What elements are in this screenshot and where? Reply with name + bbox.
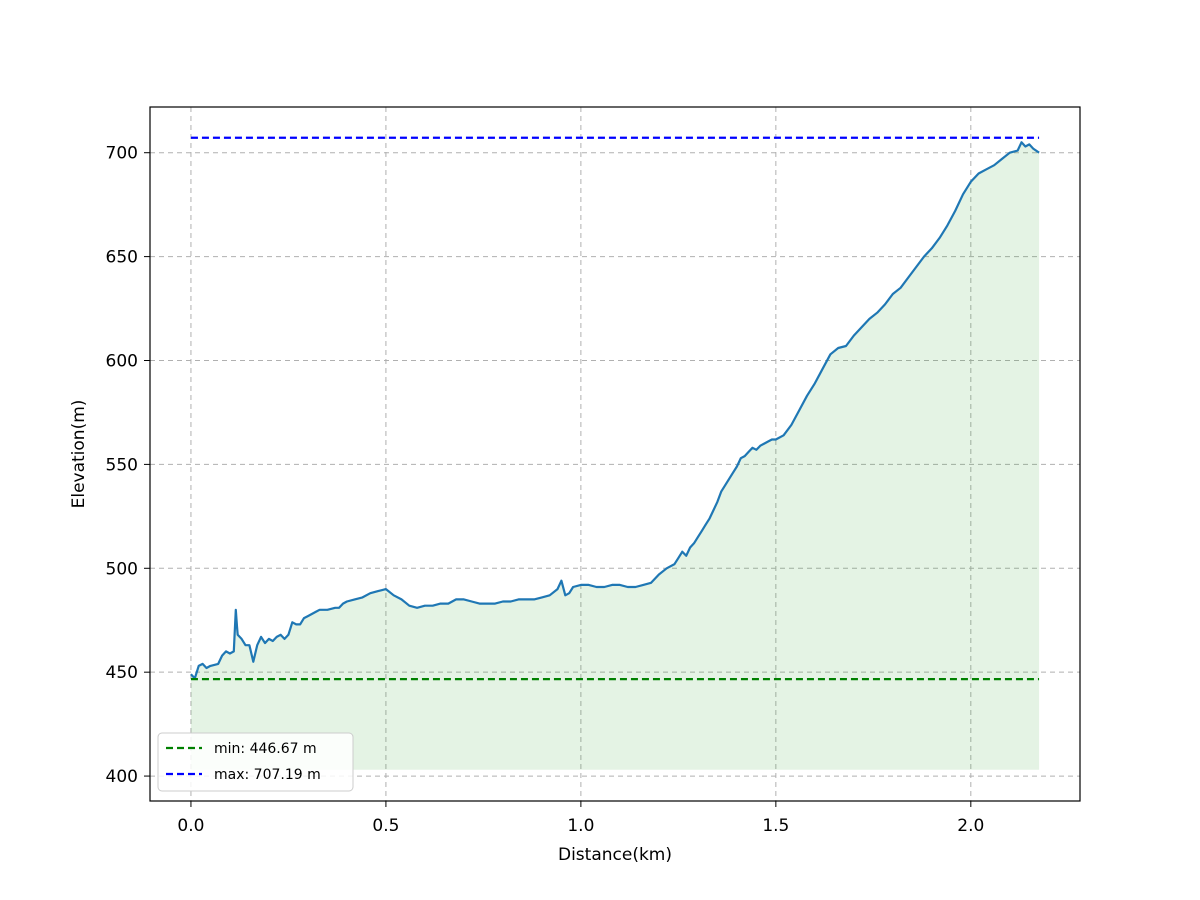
reference-lines — [190, 136, 1040, 681]
legend-min-label: min: 446.67 m — [214, 741, 317, 757]
y-tick-label: 600 — [106, 351, 138, 371]
y-tick-label: 400 — [106, 767, 138, 787]
legend: min: 446.67 m max: 707.19 m — [157, 732, 354, 792]
x-tick-label: 2.0 — [957, 816, 984, 836]
fill-layer — [190, 142, 1040, 770]
plot-frame — [149, 106, 1081, 802]
legend-box — [157, 732, 354, 792]
x-axis-label: Distance(km) — [558, 845, 672, 865]
y-tick-label: 450 — [106, 663, 138, 683]
legend-max-label: max: 707.19 m — [214, 767, 321, 783]
x-tick-label: 0.0 — [177, 816, 204, 836]
tick-layer: 0.0 0.5 1.0 1.5 2.0 400 450 500 550 600 650 700 — [106, 144, 985, 836]
x-tick-label: 1.0 — [567, 816, 594, 836]
x-tick-label: 0.5 — [372, 816, 399, 836]
y-axis-label: Elevation(m) — [69, 400, 89, 509]
line-layer — [190, 141, 1040, 680]
elevation-area-fill — [190, 142, 1040, 770]
x-tick-label: 1.5 — [762, 816, 789, 836]
y-tick-label: 500 — [106, 559, 138, 579]
y-tick-label: 650 — [106, 248, 138, 268]
y-tick-label: 700 — [106, 144, 138, 164]
elevation-line — [190, 141, 1040, 680]
y-tick-label: 550 — [106, 455, 138, 475]
